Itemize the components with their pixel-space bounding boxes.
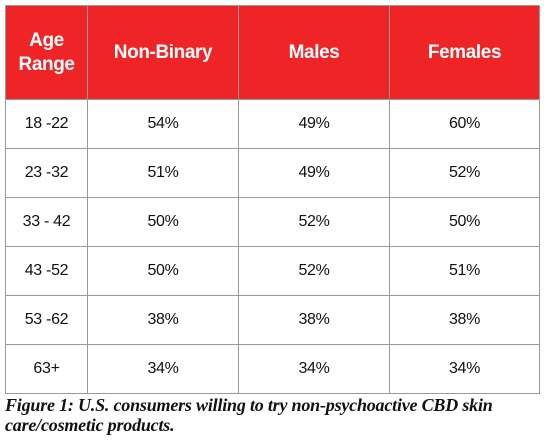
table-row: 33 - 42 50% 52% 50% [5,197,540,247]
table-row: 18 -22 54% 49% 60% [5,99,540,149]
females-cell: 60% [389,99,540,149]
males-cell: 52% [238,197,390,247]
header-non-binary: Non-Binary [87,5,239,100]
cbd-consumer-table: Age Range Non-Binary Males Females 18 -2… [5,5,540,394]
figure-caption: Figure 1: U.S. consumers willing to try … [5,395,493,435]
males-cell: 52% [238,246,390,296]
females-cell: 34% [389,344,540,394]
females-cell: 50% [389,197,540,247]
table-row: 43 -52 50% 52% 51% [5,246,540,296]
males-cell: 38% [238,295,390,345]
age-cell: 43 -52 [5,246,88,296]
non-binary-cell: 34% [87,344,239,394]
age-cell: 23 -32 [5,148,88,198]
males-cell: 34% [238,344,390,394]
non-binary-cell: 51% [87,148,239,198]
table-row: 63+ 34% 34% 34% [5,344,540,394]
header-males: Males [238,5,390,100]
table-body: 18 -22 54% 49% 60% 23 -32 51% 49% 52% 33… [5,99,540,394]
header-age-range-label: Age Range [18,29,75,75]
age-cell: 63+ [5,344,88,394]
non-binary-cell: 50% [87,197,239,247]
header-age-range: Age Range [5,5,88,100]
age-cell: 53 -62 [5,295,88,345]
non-binary-cell: 54% [87,99,239,149]
non-binary-cell: 38% [87,295,239,345]
table-row: 53 -62 38% 38% 38% [5,295,540,345]
age-cell: 18 -22 [5,99,88,149]
age-cell: 33 - 42 [5,197,88,247]
females-cell: 52% [389,148,540,198]
table-row: 23 -32 51% 49% 52% [5,148,540,198]
non-binary-cell: 50% [87,246,239,296]
males-cell: 49% [238,99,390,149]
females-cell: 51% [389,246,540,296]
header-row: Age Range Non-Binary Males Females [5,5,540,100]
females-cell: 38% [389,295,540,345]
males-cell: 49% [238,148,390,198]
header-females: Females [389,5,540,100]
table-header: Age Range Non-Binary Males Females [5,5,540,100]
data-table-container: Age Range Non-Binary Males Females 18 -2… [5,5,540,394]
